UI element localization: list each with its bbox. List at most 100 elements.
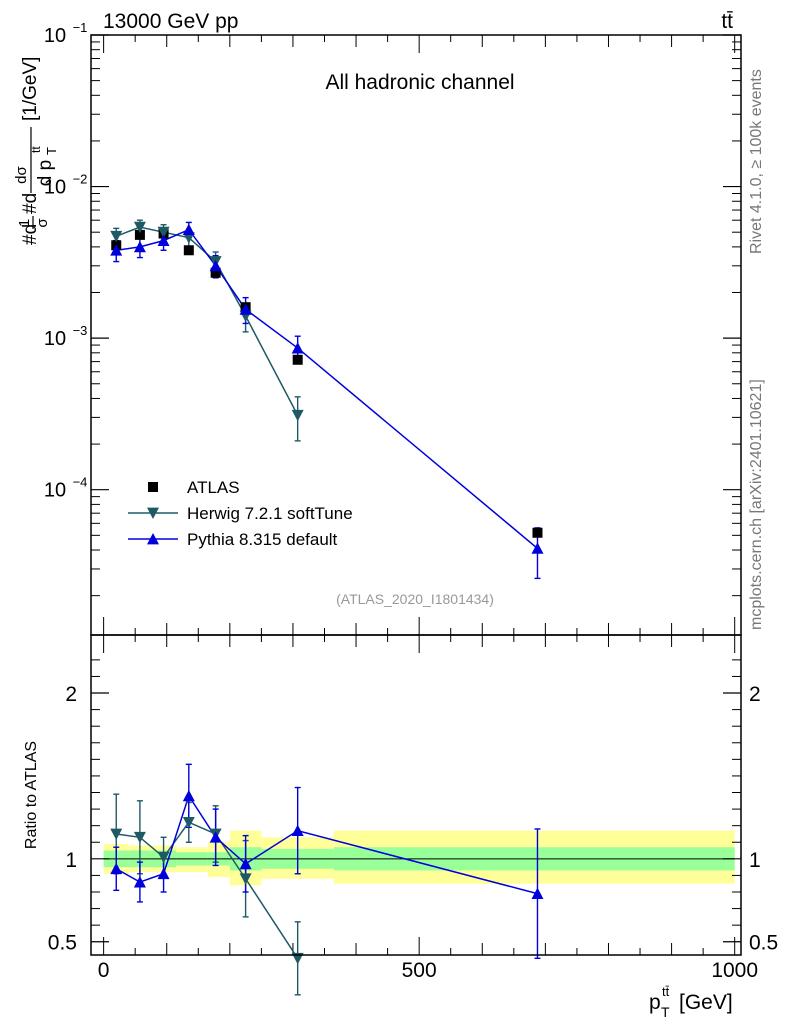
pythia-point	[133, 240, 146, 253]
xlabel-sup: tt̄	[662, 984, 670, 999]
ratio-y-tick-label: 2	[65, 683, 77, 706]
legend-atlas-marker	[148, 482, 158, 492]
svg-text:σ: σ	[34, 218, 51, 228]
herwig-point	[182, 232, 195, 244]
ratio-herwig-point	[133, 831, 146, 844]
ratio-y-tick-label-right: 0.5	[749, 932, 778, 955]
atlas-point	[134, 229, 145, 240]
legend-label: Herwig 7.2.1 softTune	[187, 504, 353, 523]
svg-text:p: p	[649, 991, 661, 1014]
watermark: (ATLAS_2020_I1801434)	[336, 591, 494, 607]
y-tick-exponent: −4	[73, 475, 88, 490]
y-tick-label: 10	[44, 25, 66, 47]
atlas-point	[183, 245, 194, 256]
svg-text:tt̄: tt̄	[29, 146, 43, 153]
y-tick-exponent: −2	[73, 172, 88, 187]
ratio-herwig-point	[239, 873, 252, 885]
ratio-pythia-point	[157, 867, 170, 880]
svg-text:tt̄: tt̄	[662, 984, 670, 999]
herwig-point	[291, 409, 304, 422]
y-tick-label: 10	[44, 328, 66, 350]
y-tick-label: 10	[44, 480, 66, 502]
atlas-point	[532, 527, 543, 538]
ratio-pythia-line	[115, 794, 538, 895]
ylabel-frac4: d p	[35, 160, 56, 186]
ylabel-sub: T	[44, 147, 59, 155]
pythia-point	[110, 244, 123, 256]
legend-herwig-marker	[147, 507, 159, 519]
svg-text:[GeV]: [GeV]	[679, 991, 733, 1014]
svg-text:[1/GeV]: [1/GeV]	[20, 57, 41, 121]
ratio-pythia-point	[531, 887, 544, 900]
legend-entry: Pythia 8.315 default	[128, 530, 338, 549]
pythia-point	[182, 223, 195, 236]
ylabel-frac3: dσ	[13, 165, 30, 183]
ratio-ylabel: Ratio to ATLAS	[23, 741, 40, 849]
svg-text:T: T	[44, 147, 59, 155]
pythia-point	[239, 303, 252, 315]
svg-text:#d: #d	[20, 193, 41, 214]
ratio-plot-frame	[90, 634, 742, 956]
beam-label: 13000 GeV pp	[103, 10, 238, 33]
ratio-pythia-point	[110, 862, 123, 875]
ylabel-unit: [1/GeV]	[20, 57, 41, 121]
herwig-point	[110, 230, 123, 243]
main-title: All hadronic channel	[325, 71, 514, 94]
rivet-label: Rivet 4.1.0, ≥ 100k events	[748, 69, 765, 254]
ratio-xlabel: p T tt̄ [GeV]	[649, 984, 733, 1020]
main-plot-panel: 10 −1 10 −2 10 −3 10 −4 All hadronic channel (A…	[13, 20, 742, 636]
atlas-point	[210, 267, 221, 278]
svg-text:T: T	[661, 1004, 670, 1020]
xlabel-main: p	[649, 991, 661, 1014]
main-ylabel: #d 1 σ #d dσ d p T tt̄ [1/GeV]	[13, 57, 59, 245]
ylabel-frac2: σ	[34, 218, 51, 228]
herwig-point	[157, 226, 170, 239]
svg-text:dσ: dσ	[13, 165, 30, 183]
ratio-herwig-point	[110, 828, 123, 840]
herwig-point	[133, 221, 146, 234]
ratio-y-tick-label: 0.5	[48, 932, 77, 955]
legend-entry: ATLAS	[148, 478, 240, 497]
ratio-pythia-point	[209, 831, 222, 843]
legend: ATLAS Herwig 7.2.1 softTune Pythia 8.315 d…	[128, 478, 353, 549]
y-tick-label: 10	[44, 177, 66, 199]
legend-label: Pythia 8.315 default	[187, 530, 338, 549]
ratio-x-tick-label: 500	[402, 959, 437, 982]
ratio-pythia-point	[239, 857, 252, 870]
ratio-x-tick-label: 0	[98, 959, 110, 982]
pythia-point	[531, 542, 544, 554]
svg-text:#d: #d	[20, 224, 41, 245]
ratio-pythia-point	[291, 824, 304, 837]
ylabel-sup: tt̄	[29, 146, 43, 153]
source-label: mcplots.cern.ch [arXiv:2401.10621]	[748, 379, 765, 630]
ratio-herwig-point	[291, 952, 304, 965]
atlas-point	[292, 354, 303, 365]
legend-label: ATLAS	[187, 478, 240, 497]
legend-entry: Herwig 7.2.1 softTune	[128, 504, 353, 523]
ratio-x-tick-label: 1000	[711, 959, 758, 982]
pythia-point	[209, 259, 222, 272]
legend-pythia-marker	[147, 533, 159, 545]
xlabel-sub: T	[661, 1004, 670, 1020]
pythia-line	[116, 228, 538, 549]
ratio-y-tick-label-right: 2	[749, 683, 761, 706]
ratio-y-tick-label-right: 1	[749, 849, 761, 872]
ylabel-frac1: 1	[16, 219, 33, 227]
process-label: tt̄	[721, 10, 733, 33]
ratio-y-tick-label: 1	[65, 849, 77, 872]
pythia-point	[291, 342, 304, 354]
ratio-herwig-point	[157, 851, 170, 864]
ratio-pythia-point	[182, 789, 195, 802]
y-tick-exponent: −1	[73, 20, 88, 35]
ylabel-lead: #d	[20, 224, 41, 245]
ratio-herwig-point	[182, 816, 195, 829]
y-tick-exponent: −3	[73, 323, 88, 338]
ratio-pythia-point	[133, 876, 146, 888]
ratio-plot-panel: 0.5 0.5 1 1 2 2 0 500 1000 Ratio to ATLAS p T tt…	[23, 634, 778, 1020]
svg-text:d p: d p	[35, 160, 56, 186]
ylabel-mid: #d	[20, 193, 41, 214]
svg-text:1: 1	[16, 219, 33, 227]
pythia-point	[157, 234, 170, 247]
xlabel-unit: [GeV]	[679, 991, 733, 1014]
